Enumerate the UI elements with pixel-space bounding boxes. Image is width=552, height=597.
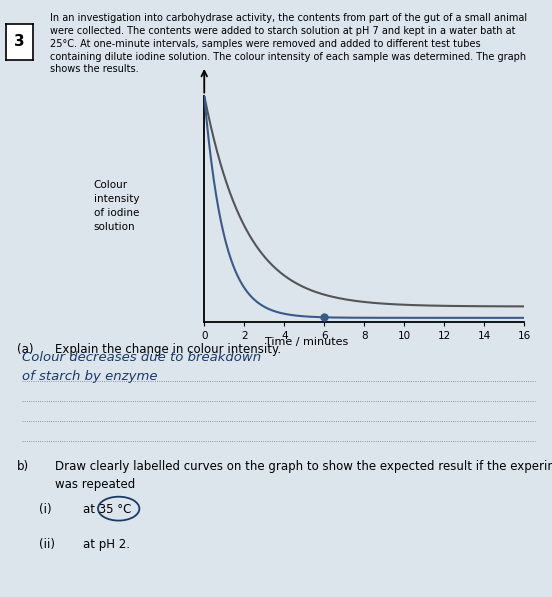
Text: Colour decreases due to breakdown: Colour decreases due to breakdown xyxy=(22,351,261,364)
Text: Colour
intensity
of iodine
solution: Colour intensity of iodine solution xyxy=(94,180,139,232)
Text: Explain the change in colour intensity.: Explain the change in colour intensity. xyxy=(55,343,282,356)
Text: Draw clearly labelled curves on the graph to show the expected result if the exp: Draw clearly labelled curves on the grap… xyxy=(55,460,552,491)
Text: at 35 °C: at 35 °C xyxy=(83,503,131,516)
Text: at pH 2.: at pH 2. xyxy=(83,538,130,552)
Text: (i): (i) xyxy=(39,503,51,516)
Text: 3: 3 xyxy=(14,34,25,50)
Text: In an investigation into carbohydrase activity, the contents from part of the gu: In an investigation into carbohydrase ac… xyxy=(50,13,527,75)
Text: (a): (a) xyxy=(17,343,33,356)
Text: (ii): (ii) xyxy=(39,538,55,552)
Text: Time / minutes: Time / minutes xyxy=(265,337,348,347)
Text: b): b) xyxy=(17,460,29,473)
Text: of starch by enzyme: of starch by enzyme xyxy=(22,370,157,383)
